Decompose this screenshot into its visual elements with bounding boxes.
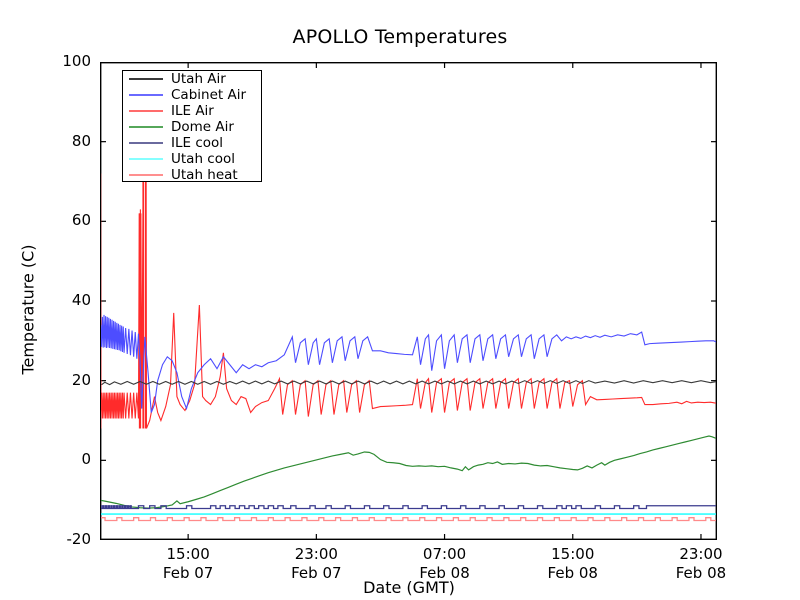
x-tick-date: Feb 07 xyxy=(162,564,214,582)
y-tick-label: 100 xyxy=(62,52,91,70)
x-tick-time: 15:00 xyxy=(166,545,210,563)
legend-label: Utah heat xyxy=(171,167,238,183)
legend-swatch xyxy=(129,158,163,160)
legend-label: Utah Air xyxy=(171,71,226,87)
y-tick-label: -20 xyxy=(66,530,92,548)
x-tick-time: 15:00 xyxy=(551,545,595,563)
x-tick-time: 23:00 xyxy=(679,545,723,563)
x-tick-date: Feb 08 xyxy=(675,564,727,582)
legend-item-ile-cool: ILE cool xyxy=(123,135,261,151)
chart-legend: Utah Air Cabinet Air ILE Air Dome Air ILE co… xyxy=(122,70,262,183)
legend-label: ILE Air xyxy=(171,103,214,119)
legend-item-utah-cool: Utah cool xyxy=(123,151,261,167)
x-tick-label: 23:00 Feb 07 xyxy=(256,545,376,583)
series-utah-heat xyxy=(101,517,716,522)
x-tick-date: Feb 08 xyxy=(547,564,598,582)
x-tick-label: 23:00 Feb 08 xyxy=(641,545,761,583)
y-tick-label: 0 xyxy=(81,450,91,469)
x-tick-label: 07:00 Feb 08 xyxy=(385,545,505,583)
x-tick-time: 23:00 xyxy=(294,545,338,563)
legend-item-cabinet-air: Cabinet Air xyxy=(123,87,261,103)
series-ile-air xyxy=(101,172,716,429)
x-tick-label: 15:00 Feb 08 xyxy=(513,545,633,583)
legend-swatch xyxy=(129,110,163,112)
y-axis-label: Temperature (C) xyxy=(18,244,38,375)
chart-title: APOLLO Temperatures xyxy=(292,26,508,48)
series-ile-cool xyxy=(101,505,716,510)
legend-label: Cabinet Air xyxy=(171,87,247,103)
legend-swatch xyxy=(129,142,163,144)
x-tick-label: 15:00 Feb 07 xyxy=(128,545,248,583)
legend-label: Utah cool xyxy=(171,151,235,167)
legend-item-utah-air: Utah Air xyxy=(123,71,261,87)
x-tick-date: Feb 07 xyxy=(291,564,342,582)
legend-swatch xyxy=(129,126,163,128)
x-tick-date: Feb 08 xyxy=(419,564,470,582)
y-tick-label: 60 xyxy=(71,211,91,230)
legend-swatch xyxy=(129,78,163,80)
legend-label: Dome Air xyxy=(171,119,234,135)
x-tick-time: 07:00 xyxy=(422,545,467,563)
legend-item-ile-air: ILE Air xyxy=(123,103,261,119)
legend-label: ILE cool xyxy=(171,135,224,151)
legend-item-utah-heat: Utah heat xyxy=(123,167,261,183)
y-tick-label: 80 xyxy=(71,131,91,150)
y-tick-label: 20 xyxy=(71,370,91,389)
series-dome-air xyxy=(101,435,716,509)
series-utah-air xyxy=(101,380,716,386)
x-axis-label: Date (GMT) xyxy=(363,578,455,597)
legend-swatch xyxy=(129,94,163,96)
series-cabinet-air xyxy=(101,314,716,413)
y-tick-label: 40 xyxy=(71,291,91,309)
legend-swatch xyxy=(129,174,163,176)
legend-item-dome-air: Dome Air xyxy=(123,119,261,135)
